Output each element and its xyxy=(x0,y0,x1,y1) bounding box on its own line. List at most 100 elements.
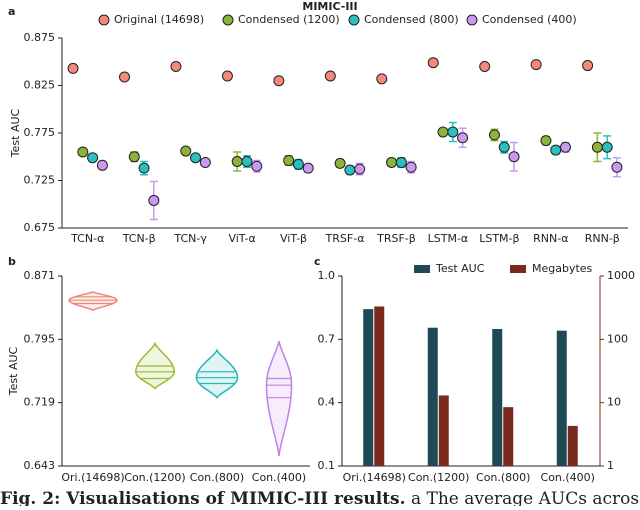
x-tick-label: LSTM-β xyxy=(479,232,519,245)
marker xyxy=(67,62,79,74)
x-tick-label: TCN-γ xyxy=(173,232,207,245)
marker xyxy=(508,151,520,163)
marker xyxy=(386,156,398,168)
legend-marker xyxy=(466,14,478,26)
marker xyxy=(457,132,469,144)
x-tick-label: LSTM-α xyxy=(428,232,469,245)
x-tick-label: TCN-α xyxy=(70,232,104,245)
y-tick-label: 0.871 xyxy=(24,269,56,282)
marker xyxy=(119,71,131,83)
y-tick-label: 0.875 xyxy=(24,31,56,44)
marker xyxy=(498,141,510,153)
marker xyxy=(427,57,439,69)
marker xyxy=(405,161,417,173)
marker xyxy=(87,152,99,164)
y-axis-label: Test AUC xyxy=(7,346,20,396)
marker xyxy=(283,155,295,167)
marker xyxy=(611,161,623,173)
marker xyxy=(376,73,388,85)
marker xyxy=(559,141,571,153)
x-tick-label: Con.(1200) xyxy=(408,471,469,484)
bar xyxy=(374,306,385,466)
y-tick-label: 0.775 xyxy=(24,126,56,139)
marker xyxy=(170,61,182,72)
marker xyxy=(221,70,233,82)
x-tick-label: Con.(400) xyxy=(252,471,306,484)
legend-label: Condensed (400) xyxy=(482,13,577,26)
caption-title: Fig. 2: Visualisations of MIMIC-III resu… xyxy=(0,489,406,507)
marker xyxy=(437,126,449,138)
marker xyxy=(96,159,108,171)
y-tick-label: 0.643 xyxy=(24,459,56,472)
marker xyxy=(241,156,253,167)
x-tick-label: Ori.(14698) xyxy=(343,471,406,484)
legend-marker xyxy=(222,14,234,26)
y-tick-label: 10 xyxy=(607,396,621,409)
y-tick-label: 0.4 xyxy=(318,396,336,409)
violin xyxy=(195,348,239,399)
x-tick-label: Ori.(14698) xyxy=(61,471,124,484)
x-tick-label: Con.(800) xyxy=(190,471,244,484)
y-tick-label: 0.719 xyxy=(24,396,56,409)
panel-label: c xyxy=(314,255,321,268)
marker xyxy=(582,60,594,72)
legend-label: Condensed (1200) xyxy=(238,13,340,26)
y-tick-label: 0.795 xyxy=(24,332,56,345)
legend-label: Original (14698) xyxy=(114,13,204,26)
bar xyxy=(567,425,578,466)
marker xyxy=(231,156,243,167)
y-tick-label: 1 xyxy=(607,459,614,472)
caption: Fig. 2: Visualisations of MIMIC-III resu… xyxy=(0,489,640,507)
x-tick-label: ViT-β xyxy=(280,232,307,245)
y-tick-label: 0.1 xyxy=(318,459,336,472)
bar xyxy=(363,309,374,466)
x-tick-label: Con.(1200) xyxy=(124,471,185,484)
marker xyxy=(199,156,211,168)
marker xyxy=(334,157,346,169)
bar xyxy=(438,395,449,466)
x-tick-label: TRSF-β xyxy=(376,232,416,245)
marker xyxy=(138,162,150,174)
y-tick-label: 1000 xyxy=(607,269,635,282)
marker xyxy=(540,135,552,147)
y-tick-label: 0.725 xyxy=(24,174,56,187)
violin xyxy=(68,291,118,312)
marker xyxy=(591,141,603,153)
marker xyxy=(251,160,263,172)
legend-label: Test AUC xyxy=(435,262,485,275)
marker xyxy=(601,141,613,153)
marker xyxy=(302,162,314,174)
marker xyxy=(77,146,89,158)
marker xyxy=(148,194,160,206)
marker xyxy=(550,144,562,156)
x-tick-label: TCN-β xyxy=(122,232,156,245)
marker xyxy=(180,145,192,157)
y-tick-label: 0.825 xyxy=(24,79,56,92)
marker xyxy=(324,70,336,82)
bar xyxy=(503,407,514,466)
x-tick-label: RNN-β xyxy=(585,232,620,245)
bar xyxy=(556,330,567,466)
marker xyxy=(354,163,366,175)
legend-marker xyxy=(348,14,360,26)
x-tick-label: RNN-α xyxy=(533,232,568,245)
marker xyxy=(447,126,459,138)
marker xyxy=(128,151,140,163)
marker xyxy=(273,75,285,87)
marker xyxy=(190,152,202,164)
y-tick-label: 0.7 xyxy=(318,332,336,345)
panel-label: b xyxy=(8,255,16,268)
legend-label: Megabytes xyxy=(532,262,593,275)
x-tick-label: Con.(800) xyxy=(476,471,530,484)
marker xyxy=(292,158,304,170)
violin xyxy=(265,340,293,457)
panel-label: a xyxy=(8,5,15,18)
legend-swatch xyxy=(414,265,430,273)
marker xyxy=(395,156,407,168)
bar xyxy=(492,328,503,466)
legend-label: Condensed (800) xyxy=(364,13,459,26)
x-tick-label: ViT-α xyxy=(228,232,255,245)
x-tick-label: Con.(400) xyxy=(541,471,595,484)
